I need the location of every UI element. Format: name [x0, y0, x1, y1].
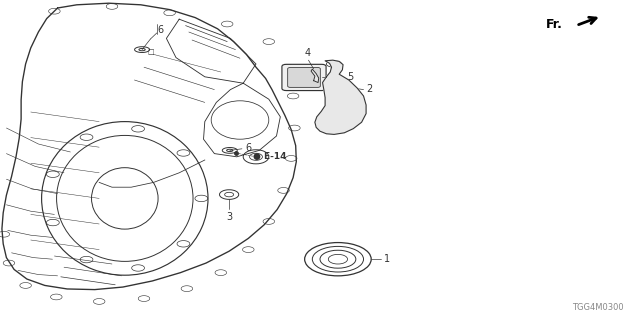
Text: Fr.: Fr.: [547, 18, 563, 30]
Text: 1: 1: [384, 254, 390, 264]
FancyBboxPatch shape: [282, 64, 326, 91]
FancyBboxPatch shape: [287, 68, 320, 87]
Text: 4: 4: [304, 48, 310, 58]
Polygon shape: [315, 60, 366, 134]
Text: 6: 6: [157, 25, 163, 36]
Text: 2: 2: [366, 84, 372, 94]
Text: 6: 6: [245, 143, 252, 153]
Text: 3: 3: [226, 212, 232, 222]
Polygon shape: [311, 69, 319, 83]
Text: ● E-14: ● E-14: [253, 152, 286, 161]
Text: 5: 5: [347, 72, 353, 83]
Text: □: □: [148, 49, 154, 55]
Text: TGG4M0300: TGG4M0300: [572, 303, 624, 312]
